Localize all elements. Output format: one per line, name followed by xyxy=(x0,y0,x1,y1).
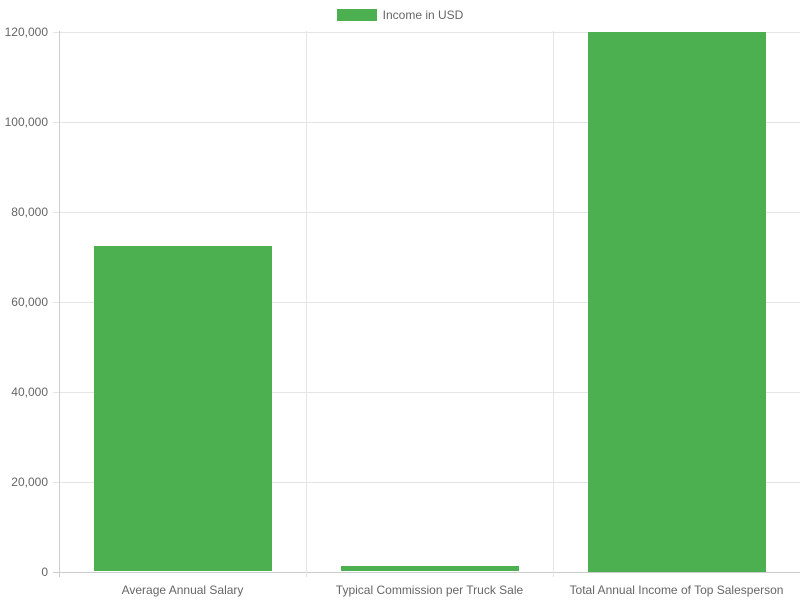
gridline-horizontal xyxy=(53,392,800,393)
y-tick-label: 20,000 xyxy=(11,474,48,489)
legend-swatch xyxy=(336,9,377,21)
x-tick-label: Total Annual Income of Top Salesperson xyxy=(569,583,784,597)
y-tick-label: 40,000 xyxy=(11,384,48,399)
y-tick-label: 100,000 xyxy=(4,114,48,129)
bar[interactable] xyxy=(340,566,519,572)
bar[interactable] xyxy=(93,246,272,572)
gridline-vertical xyxy=(553,31,554,577)
y-tick-label: 120,000 xyxy=(4,24,48,39)
gridline-horizontal xyxy=(53,572,800,573)
y-tick-label: 60,000 xyxy=(11,294,48,309)
gridline-vertical xyxy=(59,31,60,577)
gridline-horizontal xyxy=(53,122,800,123)
x-tick-label: Average Annual Salary xyxy=(121,583,244,597)
x-tick-label: Typical Commission per Truck Sale xyxy=(335,583,524,597)
gridline-horizontal xyxy=(53,212,800,213)
gridline-horizontal xyxy=(53,32,800,33)
y-tick-label: 0 xyxy=(41,564,48,579)
chart-legend[interactable]: Income in USD xyxy=(0,8,800,22)
gridline-vertical xyxy=(306,31,307,577)
gridline-horizontal xyxy=(53,482,800,483)
y-tick-label: 80,000 xyxy=(11,204,48,219)
legend-label: Income in USD xyxy=(382,8,464,22)
gridline-horizontal xyxy=(53,302,800,303)
bar[interactable] xyxy=(587,31,766,572)
